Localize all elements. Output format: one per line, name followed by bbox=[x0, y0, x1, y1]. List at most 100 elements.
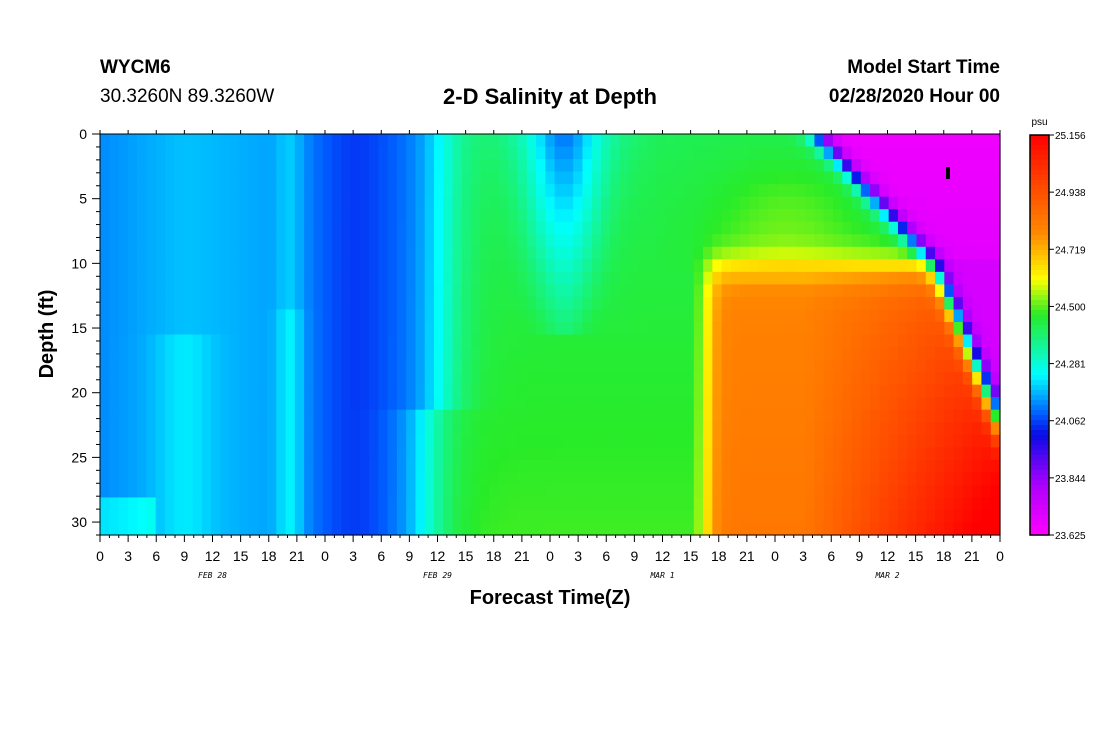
heatmap-cell bbox=[684, 159, 695, 173]
heatmap-cell bbox=[155, 309, 166, 323]
heatmap-cell bbox=[369, 259, 379, 273]
heatmap-cell bbox=[341, 271, 352, 285]
heatmap-cell bbox=[322, 321, 333, 336]
heatmap-cell bbox=[545, 296, 556, 311]
heatmap-cell bbox=[508, 372, 519, 386]
heatmap-cell bbox=[601, 372, 611, 386]
heatmap-cell bbox=[545, 334, 556, 348]
heatmap-cell bbox=[712, 321, 723, 336]
heatmap-cell bbox=[100, 472, 110, 486]
heatmap-cell bbox=[443, 284, 454, 298]
heatmap-cell bbox=[452, 459, 463, 473]
heatmap-cell bbox=[443, 134, 454, 148]
heatmap-cell bbox=[563, 234, 574, 248]
heatmap-cell bbox=[378, 234, 389, 248]
heatmap-cell bbox=[369, 484, 379, 499]
heatmap-cell bbox=[424, 134, 435, 148]
heatmap-cell bbox=[554, 246, 565, 260]
heatmap-cell bbox=[777, 384, 788, 398]
heatmap-cell bbox=[851, 234, 862, 248]
heatmap-cell bbox=[146, 259, 157, 273]
heatmap-cell bbox=[740, 459, 751, 473]
heatmap-cell bbox=[498, 209, 509, 223]
heatmap-cell bbox=[239, 209, 250, 223]
heatmap-cell bbox=[294, 184, 305, 198]
heatmap-cell bbox=[554, 134, 565, 148]
heatmap-cell bbox=[786, 447, 797, 461]
heatmap-cell bbox=[786, 347, 797, 361]
heatmap-cell bbox=[517, 246, 528, 260]
heatmap-cell bbox=[675, 271, 686, 285]
heatmap-cell bbox=[832, 359, 843, 373]
heatmap-cell bbox=[990, 209, 1001, 223]
heatmap-cell bbox=[183, 234, 194, 248]
heatmap-cell bbox=[517, 372, 528, 386]
heatmap-cell bbox=[137, 221, 147, 235]
heatmap-cell bbox=[554, 209, 565, 223]
heatmap-cell bbox=[322, 234, 333, 248]
heatmap-cell bbox=[768, 171, 778, 185]
heatmap-cell bbox=[814, 284, 825, 298]
heatmap-cell bbox=[211, 284, 222, 298]
heatmap-cell bbox=[480, 296, 491, 311]
heatmap-cell bbox=[786, 309, 797, 323]
heatmap-cell bbox=[554, 171, 565, 185]
heatmap-cell bbox=[229, 459, 240, 473]
heatmap-cell bbox=[768, 372, 778, 386]
heatmap-cell bbox=[628, 271, 639, 285]
heatmap-cell bbox=[591, 246, 602, 260]
heatmap-cell bbox=[137, 171, 147, 185]
heatmap-cell bbox=[406, 434, 417, 448]
heatmap-cell bbox=[888, 372, 899, 386]
heatmap-cell bbox=[665, 359, 676, 373]
heatmap-cell bbox=[434, 134, 444, 148]
heatmap-cell bbox=[267, 246, 277, 260]
heatmap-cell bbox=[953, 184, 964, 198]
heatmap-cell bbox=[656, 472, 667, 486]
heatmap-cell bbox=[461, 397, 472, 411]
colorbar-swatch bbox=[1030, 470, 1049, 476]
heatmap-cell bbox=[610, 159, 621, 173]
heatmap-cell bbox=[359, 397, 370, 411]
heatmap-cell bbox=[554, 422, 565, 436]
heatmap-cell bbox=[137, 296, 147, 311]
heatmap-cell bbox=[480, 484, 491, 499]
heatmap-cell bbox=[860, 447, 871, 461]
heatmap-cell bbox=[712, 484, 723, 499]
heatmap-cell bbox=[480, 347, 491, 361]
heatmap-cell bbox=[786, 134, 797, 148]
heatmap-cell bbox=[638, 159, 649, 173]
heatmap-cell bbox=[480, 447, 491, 461]
heatmap-cell bbox=[879, 171, 890, 185]
heatmap-cell bbox=[860, 246, 871, 260]
heatmap-cell bbox=[851, 221, 862, 235]
heatmap-cell bbox=[396, 484, 407, 499]
heatmap-cell bbox=[712, 159, 723, 173]
heatmap-cell bbox=[183, 522, 194, 536]
heatmap-cell bbox=[489, 159, 500, 173]
heatmap-cell bbox=[693, 397, 704, 411]
x-tick-label: 9 bbox=[855, 548, 863, 564]
heatmap-cell bbox=[935, 472, 945, 486]
heatmap-cell bbox=[118, 347, 129, 361]
heatmap-cell bbox=[276, 271, 287, 285]
heatmap-cell bbox=[693, 209, 704, 223]
heatmap-cell bbox=[860, 422, 871, 436]
heatmap-cell bbox=[665, 284, 676, 298]
heatmap-cell bbox=[229, 522, 240, 536]
heatmap-cell bbox=[183, 134, 194, 148]
heatmap-cell bbox=[378, 497, 389, 511]
heatmap-cell bbox=[647, 334, 658, 348]
colorbar-swatch bbox=[1030, 205, 1049, 211]
heatmap-cell bbox=[424, 196, 435, 210]
heatmap-cell bbox=[137, 334, 147, 348]
heatmap-cell bbox=[601, 459, 611, 473]
heatmap-cell bbox=[870, 334, 880, 348]
heatmap-cell bbox=[331, 159, 342, 173]
heatmap-cell bbox=[684, 271, 695, 285]
heatmap-cell bbox=[211, 434, 222, 448]
heatmap-cell bbox=[257, 296, 268, 311]
heatmap-cell bbox=[415, 434, 426, 448]
heatmap-cell bbox=[721, 321, 732, 336]
heatmap-cell bbox=[684, 397, 695, 411]
